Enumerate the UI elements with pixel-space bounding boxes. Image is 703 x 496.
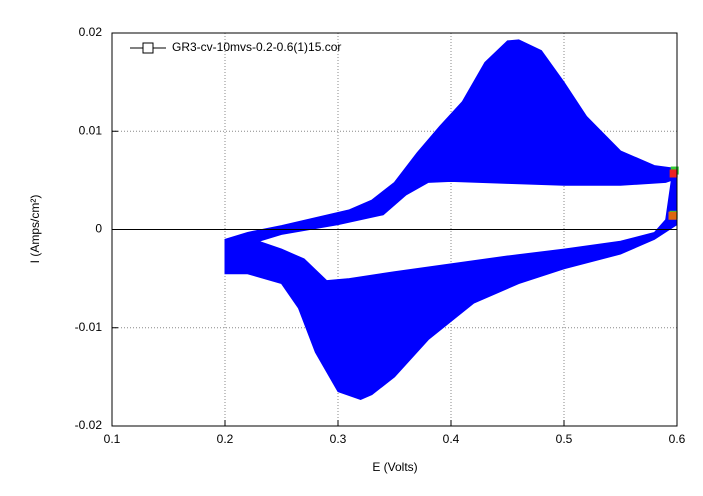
x-tick-label: 0.5 (556, 432, 573, 446)
y-tick-label: -0.01 (75, 320, 103, 334)
end-marker (669, 169, 678, 178)
y-tick-label: 0 (95, 222, 102, 236)
y-tick-label: 0.02 (79, 25, 103, 39)
y-tick-label: 0.01 (79, 123, 103, 137)
x-tick-label: 0.3 (330, 432, 347, 446)
end-marker (668, 211, 677, 220)
x-tick-label: 0.1 (104, 432, 121, 446)
x-axis-label: E (Volts) (372, 460, 417, 474)
legend-label: GR3-cv-10mvs-0.2-0.6(1)15.cor (172, 40, 341, 54)
cv-band (224, 39, 678, 401)
y-tick-label: -0.02 (75, 418, 103, 432)
x-tick-label: 0.4 (443, 432, 460, 446)
plot-frame (111, 32, 678, 427)
x-tick-label: 0.6 (669, 432, 686, 446)
x-tick-label: 0.2 (217, 432, 234, 446)
y-axis-label: I (Amps/cm²) (28, 195, 42, 264)
legend-marker (142, 42, 154, 54)
